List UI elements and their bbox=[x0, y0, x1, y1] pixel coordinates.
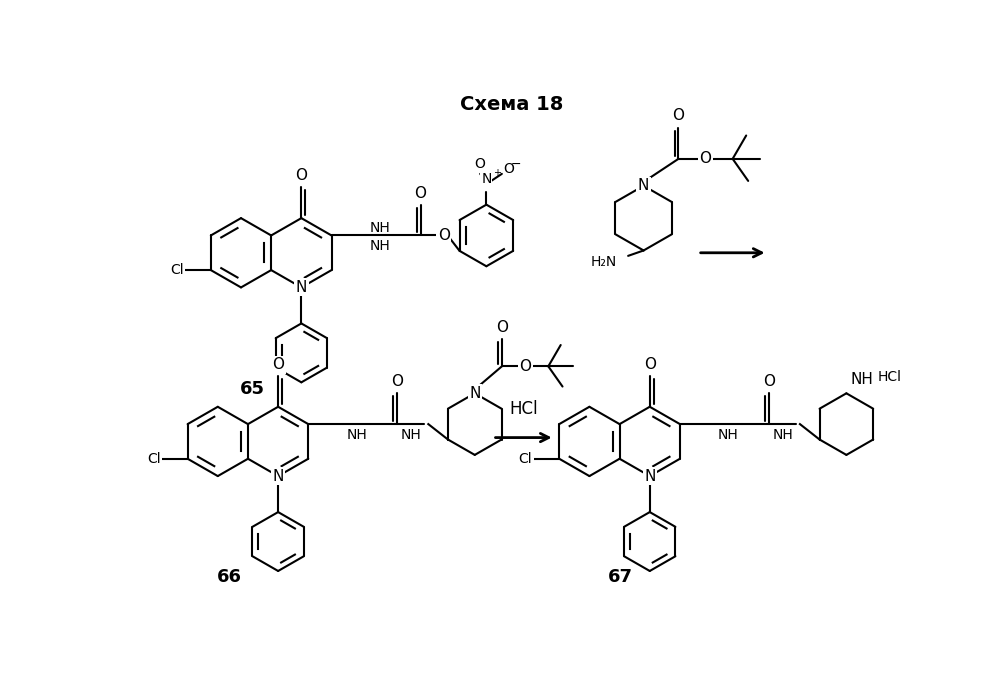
Text: +: + bbox=[493, 168, 500, 179]
Text: NH: NH bbox=[772, 428, 793, 442]
Text: H₂N: H₂N bbox=[590, 255, 616, 269]
Text: O: O bbox=[763, 374, 775, 389]
Text: NH: NH bbox=[401, 428, 422, 442]
Text: Cl: Cl bbox=[147, 451, 161, 466]
Text: HCl: HCl bbox=[877, 370, 901, 384]
Text: O: O bbox=[699, 151, 711, 166]
Text: Cl: Cl bbox=[518, 451, 532, 466]
Text: 65: 65 bbox=[240, 380, 265, 398]
Text: 67: 67 bbox=[607, 569, 633, 587]
Text: N: N bbox=[644, 469, 655, 484]
Text: NH: NH bbox=[370, 239, 391, 253]
Text: O: O bbox=[272, 357, 284, 372]
Text: HCl: HCl bbox=[509, 400, 537, 418]
Text: N: N bbox=[638, 178, 649, 193]
Text: O: O bbox=[438, 228, 450, 243]
Text: O: O bbox=[296, 168, 308, 183]
Text: O: O bbox=[475, 157, 486, 170]
Text: N: N bbox=[482, 172, 492, 186]
Text: O: O bbox=[519, 359, 531, 374]
Text: O: O bbox=[643, 357, 655, 372]
Text: NH: NH bbox=[370, 222, 391, 235]
Text: N: N bbox=[273, 469, 284, 484]
Text: Схема 18: Схема 18 bbox=[461, 95, 563, 114]
Text: NH: NH bbox=[850, 372, 873, 387]
Text: 66: 66 bbox=[217, 569, 242, 587]
Text: O: O bbox=[496, 320, 507, 335]
Text: O: O bbox=[415, 186, 427, 201]
Text: O: O bbox=[503, 162, 514, 176]
Text: NH: NH bbox=[718, 428, 738, 442]
Text: N: N bbox=[296, 280, 307, 295]
Text: O: O bbox=[672, 108, 684, 123]
Text: Cl: Cl bbox=[170, 263, 184, 277]
Text: NH: NH bbox=[347, 428, 367, 442]
Text: −: − bbox=[511, 158, 521, 170]
Text: O: O bbox=[392, 374, 404, 389]
Text: N: N bbox=[470, 386, 481, 401]
